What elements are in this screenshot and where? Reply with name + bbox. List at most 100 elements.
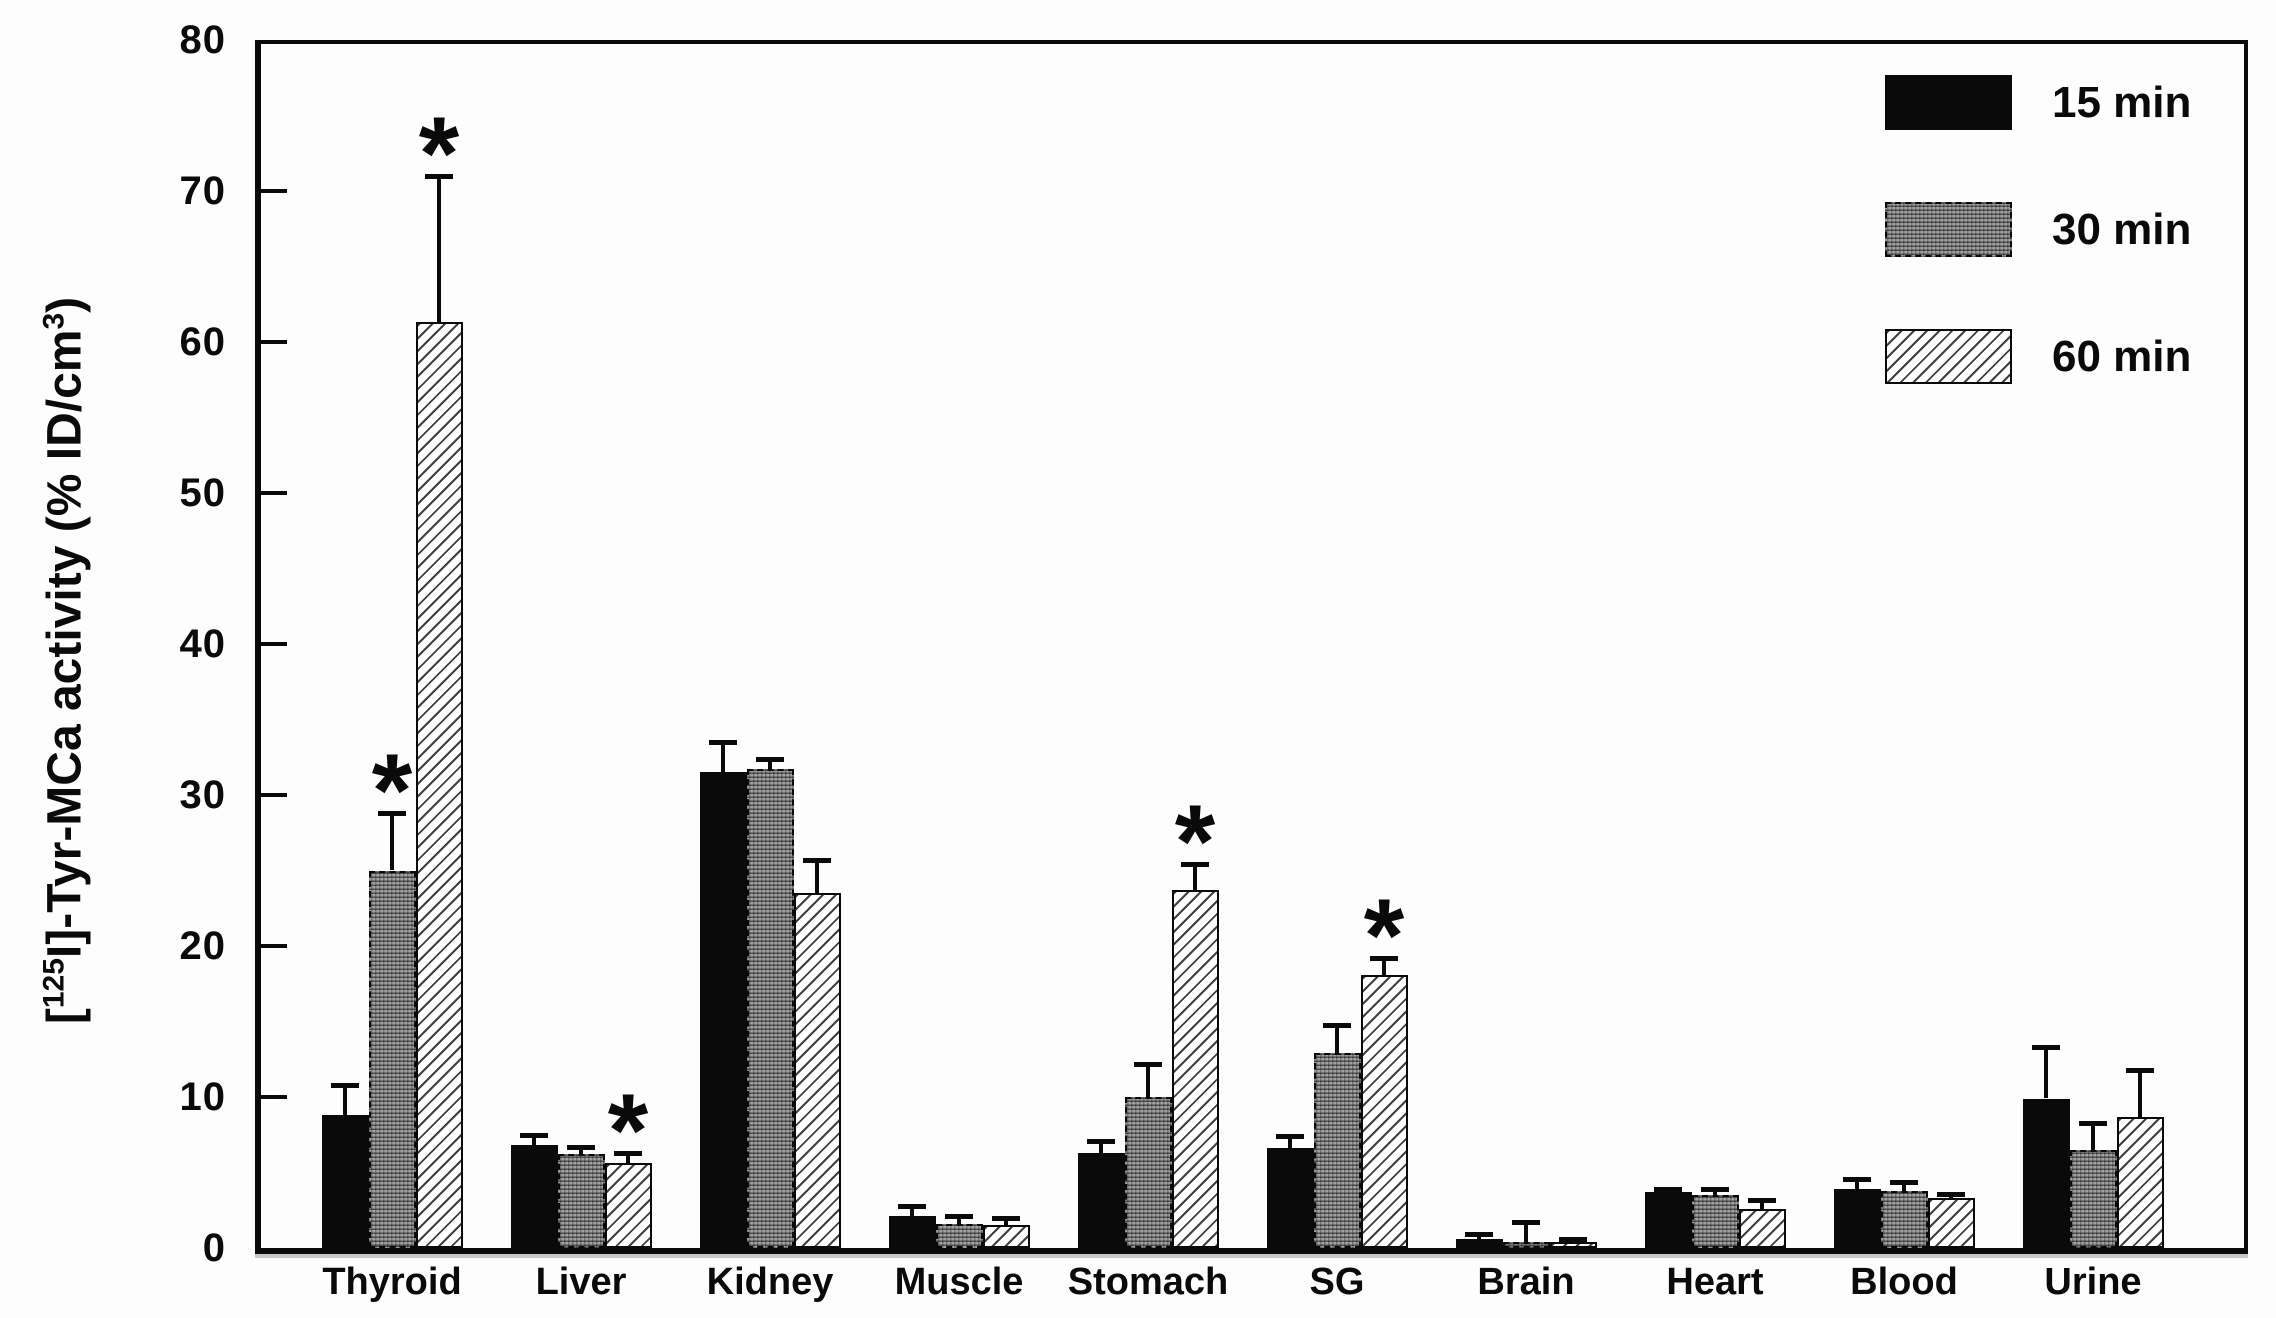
y-tick-mark bbox=[261, 793, 287, 797]
bar-heart-60min bbox=[1738, 1208, 1786, 1248]
error-bar-cap bbox=[2032, 1045, 2060, 1051]
y-tick-label: 30 bbox=[179, 773, 226, 817]
legend-swatch-15min bbox=[1885, 75, 2012, 130]
legend-swatch-60min bbox=[1885, 329, 2012, 384]
bar-blood-15min bbox=[1833, 1189, 1881, 1248]
error-bar-stem bbox=[1760, 1199, 1764, 1209]
x-category-label-heart: Heart bbox=[1666, 1261, 1764, 1303]
bar-urine-15min bbox=[2022, 1098, 2070, 1248]
bar-brain-30min bbox=[1502, 1241, 1550, 1248]
bar-urine-30min bbox=[2069, 1149, 2117, 1248]
x-category-label-kidney: Kidney bbox=[706, 1261, 834, 1303]
bar-blood-30min bbox=[1880, 1190, 1928, 1248]
y-tick-mark bbox=[261, 944, 287, 948]
error-bar-cap bbox=[1323, 1022, 1351, 1028]
error-bar-cap bbox=[1559, 1236, 1587, 1242]
bar-liver-60min bbox=[604, 1163, 652, 1248]
y-tick-label: 50 bbox=[179, 471, 226, 515]
bar-muscle-60min bbox=[982, 1225, 1030, 1248]
error-bar-cap bbox=[992, 1215, 1020, 1221]
error-bar-stem bbox=[532, 1134, 536, 1146]
significance-star: * bbox=[1363, 878, 1405, 995]
error-bar-cap bbox=[1181, 862, 1209, 868]
error-bar-stem bbox=[343, 1084, 347, 1116]
error-bar-stem bbox=[957, 1216, 961, 1224]
y-tick-label: 40 bbox=[179, 622, 226, 666]
error-bar-stem bbox=[1902, 1181, 1906, 1191]
error-bar-cap bbox=[1276, 1134, 1304, 1140]
bar-thyroid-60min bbox=[415, 322, 463, 1248]
y-tick-label: 80 bbox=[179, 18, 226, 62]
x-category-label-stomach: Stomach bbox=[1067, 1261, 1229, 1303]
error-bar-cap bbox=[331, 1082, 359, 1088]
bar-brain-15min bbox=[1455, 1238, 1503, 1248]
bar-thyroid-30min bbox=[368, 870, 416, 1248]
error-bar-cap bbox=[1937, 1191, 1965, 1197]
significance-star: * bbox=[371, 733, 413, 850]
bar-stomach-30min bbox=[1124, 1097, 1172, 1248]
error-bar-stem bbox=[910, 1205, 914, 1217]
error-bar-cap bbox=[1465, 1232, 1493, 1238]
error-bar-stem bbox=[1288, 1136, 1292, 1149]
error-bar-stem bbox=[768, 758, 772, 770]
legend-swatch-30min bbox=[1885, 202, 2012, 257]
x-category-label-thyroid: Thyroid bbox=[322, 1261, 462, 1303]
x-category-label-muscle: Muscle bbox=[894, 1261, 1024, 1303]
error-bar-cap bbox=[567, 1144, 595, 1150]
error-bar-stem bbox=[721, 742, 725, 773]
error-bar-stem bbox=[1099, 1140, 1103, 1153]
y-tick-mark bbox=[261, 642, 287, 646]
bar-thyroid-15min bbox=[321, 1115, 369, 1248]
bar-sg-60min bbox=[1360, 974, 1408, 1248]
error-bar-cap bbox=[709, 740, 737, 746]
x-axis-line bbox=[255, 1248, 2248, 1254]
y-tick-label: 0 bbox=[202, 1226, 226, 1270]
error-bar-cap bbox=[945, 1214, 973, 1220]
bar-muscle-30min bbox=[935, 1223, 983, 1248]
error-bar-cap bbox=[1843, 1176, 1871, 1182]
error-bar-cap bbox=[2126, 1067, 2154, 1073]
bar-sg-15min bbox=[1266, 1148, 1314, 1248]
error-bar-cap bbox=[425, 173, 453, 179]
bar-kidney-15min bbox=[699, 772, 747, 1248]
error-bar-cap bbox=[1748, 1197, 1776, 1203]
error-bar-stem bbox=[2044, 1047, 2048, 1099]
error-bar-stem bbox=[579, 1146, 583, 1155]
legend-label-30min: 30 min bbox=[2052, 205, 2192, 254]
y-tick-label: 10 bbox=[179, 1075, 226, 1119]
bar-liver-30min bbox=[557, 1154, 605, 1248]
error-bar-stem bbox=[815, 859, 819, 894]
bar-liver-15min bbox=[510, 1145, 558, 1248]
bar-urine-60min bbox=[2116, 1116, 2164, 1248]
bar-kidney-60min bbox=[793, 893, 841, 1248]
error-bar-cap bbox=[803, 857, 831, 863]
error-bar-cap bbox=[1654, 1187, 1682, 1193]
x-category-label-blood: Blood bbox=[1850, 1261, 1958, 1303]
bar-kidney-30min bbox=[746, 769, 794, 1248]
y-tick-mark bbox=[261, 340, 287, 344]
error-bar-stem bbox=[437, 175, 441, 323]
bar-brain-60min bbox=[1549, 1241, 1597, 1248]
error-bar-cap bbox=[520, 1132, 548, 1138]
error-bar-stem bbox=[626, 1152, 630, 1164]
error-bar-stem bbox=[2091, 1122, 2095, 1150]
x-axis-shadow bbox=[255, 1254, 2248, 1258]
bar-stomach-60min bbox=[1171, 890, 1219, 1248]
y-tick-label: 70 bbox=[179, 169, 226, 213]
error-bar-cap bbox=[1701, 1187, 1729, 1193]
error-bar-stem bbox=[1382, 958, 1386, 975]
error-bar-cap bbox=[1087, 1138, 1115, 1144]
error-bar-cap bbox=[898, 1203, 926, 1209]
x-category-label-brain: Brain bbox=[1477, 1261, 1575, 1303]
error-bar-stem bbox=[1335, 1024, 1339, 1054]
error-bar-cap bbox=[1134, 1061, 1162, 1067]
x-category-label-liver: Liver bbox=[535, 1261, 627, 1303]
y-tick-label: 60 bbox=[179, 320, 226, 364]
bar-muscle-15min bbox=[888, 1216, 936, 1248]
plot-frame-right bbox=[2244, 40, 2248, 1254]
error-bar-cap bbox=[1890, 1179, 1918, 1185]
y-tick-label: 20 bbox=[179, 924, 226, 968]
error-bar-stem bbox=[1146, 1063, 1150, 1097]
error-bar-stem bbox=[1193, 864, 1197, 891]
